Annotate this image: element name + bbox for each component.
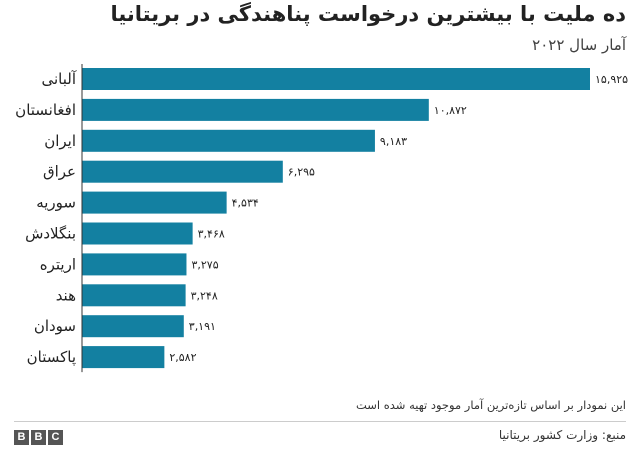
bar-9 xyxy=(82,346,165,369)
value-labels-group: ۱۵,۹۲۵ ۱۰,۸۷۲ ۹,۱۸۳ ۶,۲۹۵ ۴,۵۳۴ ۳,۴۶۸ ۳,۲۷۵ ۳,۲… xyxy=(169,73,628,364)
value-label-5: ۳,۴۶۸ xyxy=(198,228,225,241)
category-label-1: افغانستان xyxy=(15,101,76,119)
value-label-0: ۱۵,۹۲۵ xyxy=(595,73,628,86)
bars-group xyxy=(82,68,590,369)
value-label-4: ۴,۵۳۴ xyxy=(232,197,259,210)
value-label-1: ۱۰,۸۷۲ xyxy=(434,104,467,117)
category-label-0: آلبانی xyxy=(41,70,76,88)
bbc-logo: B B C xyxy=(14,430,63,445)
category-label-6: اریتره xyxy=(40,255,76,273)
logo-letter-c: C xyxy=(48,430,63,445)
category-label-8: سودان xyxy=(34,317,76,335)
bar-6 xyxy=(82,253,187,276)
bar-2 xyxy=(82,129,375,152)
bar-8 xyxy=(82,315,184,338)
value-label-3: ۶,۲۹۵ xyxy=(288,166,315,179)
chart-subtitle: آمار سال ۲۰۲۲ xyxy=(532,36,626,54)
bar-chart: آلبانی افغانستان ایران عراق سوریه بنگلادش اریت… xyxy=(15,64,628,373)
category-label-4: سوریه xyxy=(36,194,76,212)
value-label-6: ۳,۲۷۵ xyxy=(191,258,218,271)
category-label-5: بنگلادش xyxy=(25,225,76,243)
value-label-9: ۲,۵۸۲ xyxy=(169,351,196,364)
bar-7 xyxy=(82,284,186,307)
value-label-2: ۹,۱۸۳ xyxy=(380,135,407,148)
value-label-7: ۳,۲۴۸ xyxy=(191,289,218,302)
source-text: منبع: وزارت کشور بریتانیا xyxy=(498,428,626,442)
category-labels-group: آلبانی افغانستان ایران عراق سوریه بنگلادش اریت… xyxy=(15,70,77,367)
chart-title: ده ملیت با بیشترین درخواست پناهندگی در ب… xyxy=(110,2,626,26)
category-label-7: هند xyxy=(56,286,76,304)
footer-divider xyxy=(14,421,626,422)
category-label-2: ایران xyxy=(44,132,76,150)
chart-footnote: این نمودار بر اساس تازه‌ترین آمار موجود … xyxy=(355,398,626,412)
logo-letter-b1: B xyxy=(14,430,29,445)
category-label-3: عراق xyxy=(43,163,76,181)
logo-letter-b2: B xyxy=(31,430,46,445)
category-label-9: پاکستان xyxy=(27,348,76,367)
bar-0 xyxy=(82,68,590,90)
bar-5 xyxy=(82,222,193,245)
bar-1 xyxy=(82,98,429,121)
value-label-8: ۳,۱۹۱ xyxy=(189,320,216,333)
bar-4 xyxy=(82,191,227,214)
bar-3 xyxy=(82,160,283,183)
